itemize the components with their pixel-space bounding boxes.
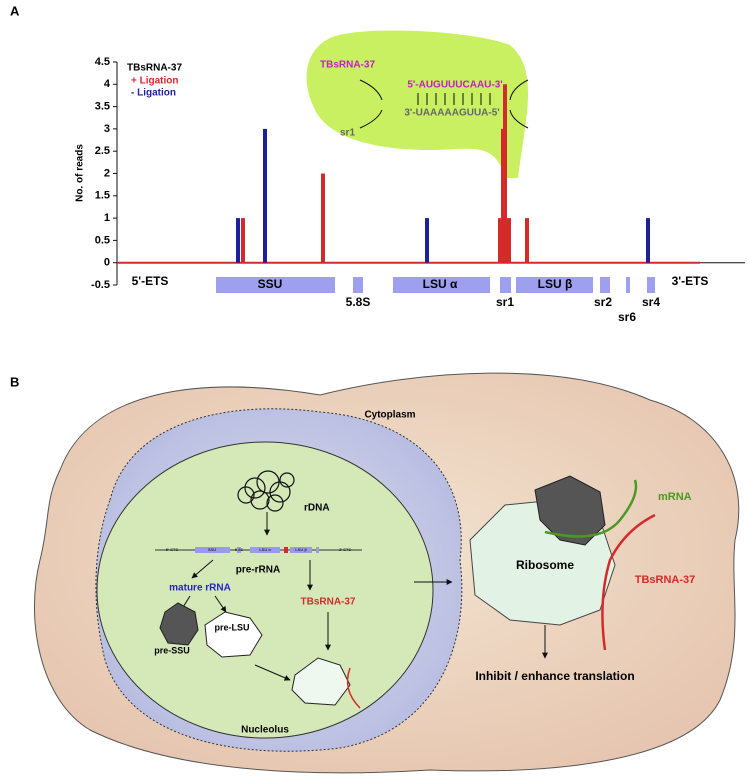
- bar: [503, 84, 507, 263]
- ribosome-label: Ribosome: [516, 558, 574, 572]
- inset-label: TBsRNA-37: [320, 60, 375, 71]
- panel-label: A: [10, 3, 20, 18]
- mini-map-boxes: [195, 547, 319, 553]
- gene-box: [647, 277, 655, 293]
- mini-map-label: 5.8S: [235, 547, 244, 552]
- gene-label: 5.8S: [346, 295, 371, 309]
- y-tick-label: 0.5: [95, 234, 110, 246]
- gene-label: sr4: [642, 295, 660, 309]
- mrna-strand: [544, 479, 638, 538]
- y-tick-label: 4: [104, 78, 111, 90]
- mini-map-label: LSU β: [295, 547, 307, 552]
- cytoplasm-label: Cytoplasm: [364, 410, 415, 421]
- inset-strand: 3'-UAAAAAGUUA-5': [404, 108, 499, 119]
- pre-ssu: [159, 602, 199, 646]
- gene-label: sr1: [496, 295, 514, 309]
- mini-map-label: 3'-ETS: [339, 547, 352, 552]
- y-tick-label: 3.5: [95, 101, 110, 113]
- mini-map-label: 5'-ETS: [166, 547, 179, 552]
- small-rna: [346, 667, 361, 709]
- mini-map-sr1: [284, 547, 288, 553]
- inset-strand: 5'-AUGUUUCAAU-3': [407, 80, 502, 91]
- y-axis-label: No. of reads: [75, 144, 86, 202]
- brackets: [359, 79, 529, 129]
- tbsrna-label: TBsRNA-37: [300, 597, 355, 608]
- arrow: [214, 595, 227, 613]
- bar: [525, 218, 529, 263]
- model-diagram: B Cytoplasm rDNA 5'-ETS SSU 5.8S LSU α LSU β…: [10, 372, 740, 774]
- rdna-coil: [237, 470, 295, 512]
- legend-entry: - Ligation: [131, 88, 176, 99]
- gene-label: SSU: [258, 277, 283, 291]
- gene-label: LSU β: [538, 277, 573, 291]
- tbsrna-label: TBsRNA-37: [635, 574, 696, 586]
- read-chart: TBsRNA-37 5'-AUGUUUCAAU-3' 3'-UAAAAAGUUA…: [75, 30, 745, 324]
- bar: [241, 218, 245, 263]
- y-tick-label: 0: [104, 257, 110, 269]
- y-tick-label: 2: [104, 167, 110, 179]
- bar: [236, 218, 240, 263]
- mini-map-label: LSU α: [259, 547, 271, 552]
- inset-blob: [306, 30, 528, 179]
- y-tick-label: 1: [104, 212, 110, 224]
- legend-entry: + Ligation: [131, 76, 179, 87]
- gene-label: LSU α: [423, 277, 458, 291]
- gene-box: [500, 277, 511, 293]
- pre-rrna-label: pre-rRNA: [236, 565, 280, 576]
- nucleolar-ribosome: [291, 657, 351, 706]
- gene-box: [516, 277, 593, 293]
- mini-map-label: SSU: [208, 547, 216, 552]
- nucleolus: [96, 441, 434, 739]
- pre-lsu: [204, 611, 263, 658]
- mature-rrna-label: mature rRNA: [169, 583, 231, 594]
- bar: [425, 218, 429, 263]
- gene-label: 3'-ETS: [672, 274, 709, 288]
- arrow: [191, 559, 214, 579]
- y-tick-label: 1.5: [95, 190, 110, 202]
- gene-box: [600, 277, 610, 293]
- outcome-label: Inhibit / enhance translation: [475, 669, 634, 683]
- legend-title: TBsRNA-37: [127, 63, 182, 74]
- pre-ssu-label: pre-SSU: [154, 645, 190, 655]
- y-tick-label: -0.5: [91, 279, 110, 291]
- gene-label: 5'-ETS: [132, 274, 169, 288]
- arrow: [254, 664, 291, 681]
- gene-box: [393, 277, 490, 293]
- gene-label: sr6: [618, 310, 636, 324]
- inset-target: sr1: [340, 128, 355, 139]
- y-tick-label: 4.5: [95, 56, 110, 68]
- gene-box: [626, 277, 630, 293]
- y-tick-label: 3: [104, 123, 110, 135]
- gene-box: [353, 277, 363, 293]
- panel-label: B: [10, 374, 19, 389]
- base-pairs: [417, 93, 491, 105]
- bar: [507, 218, 511, 263]
- gene-box: [216, 277, 335, 293]
- bar: [263, 128, 267, 263]
- pre-lsu-label: pre-LSU: [214, 622, 249, 632]
- gene-label: sr2: [594, 295, 612, 309]
- tbsrna-strand: [601, 513, 656, 651]
- mini-map-labels: 5'-ETS SSU 5.8S LSU α LSU β 3'-ETS: [166, 547, 352, 552]
- bar: [321, 173, 325, 263]
- bar: [498, 218, 502, 263]
- nucleolus-label: Nucleolus: [241, 725, 289, 736]
- mrna-label: mRNA: [658, 491, 692, 503]
- bar: [646, 218, 650, 263]
- y-tick-label: 2.5: [95, 145, 110, 157]
- rdna-label: rDNA: [304, 503, 330, 514]
